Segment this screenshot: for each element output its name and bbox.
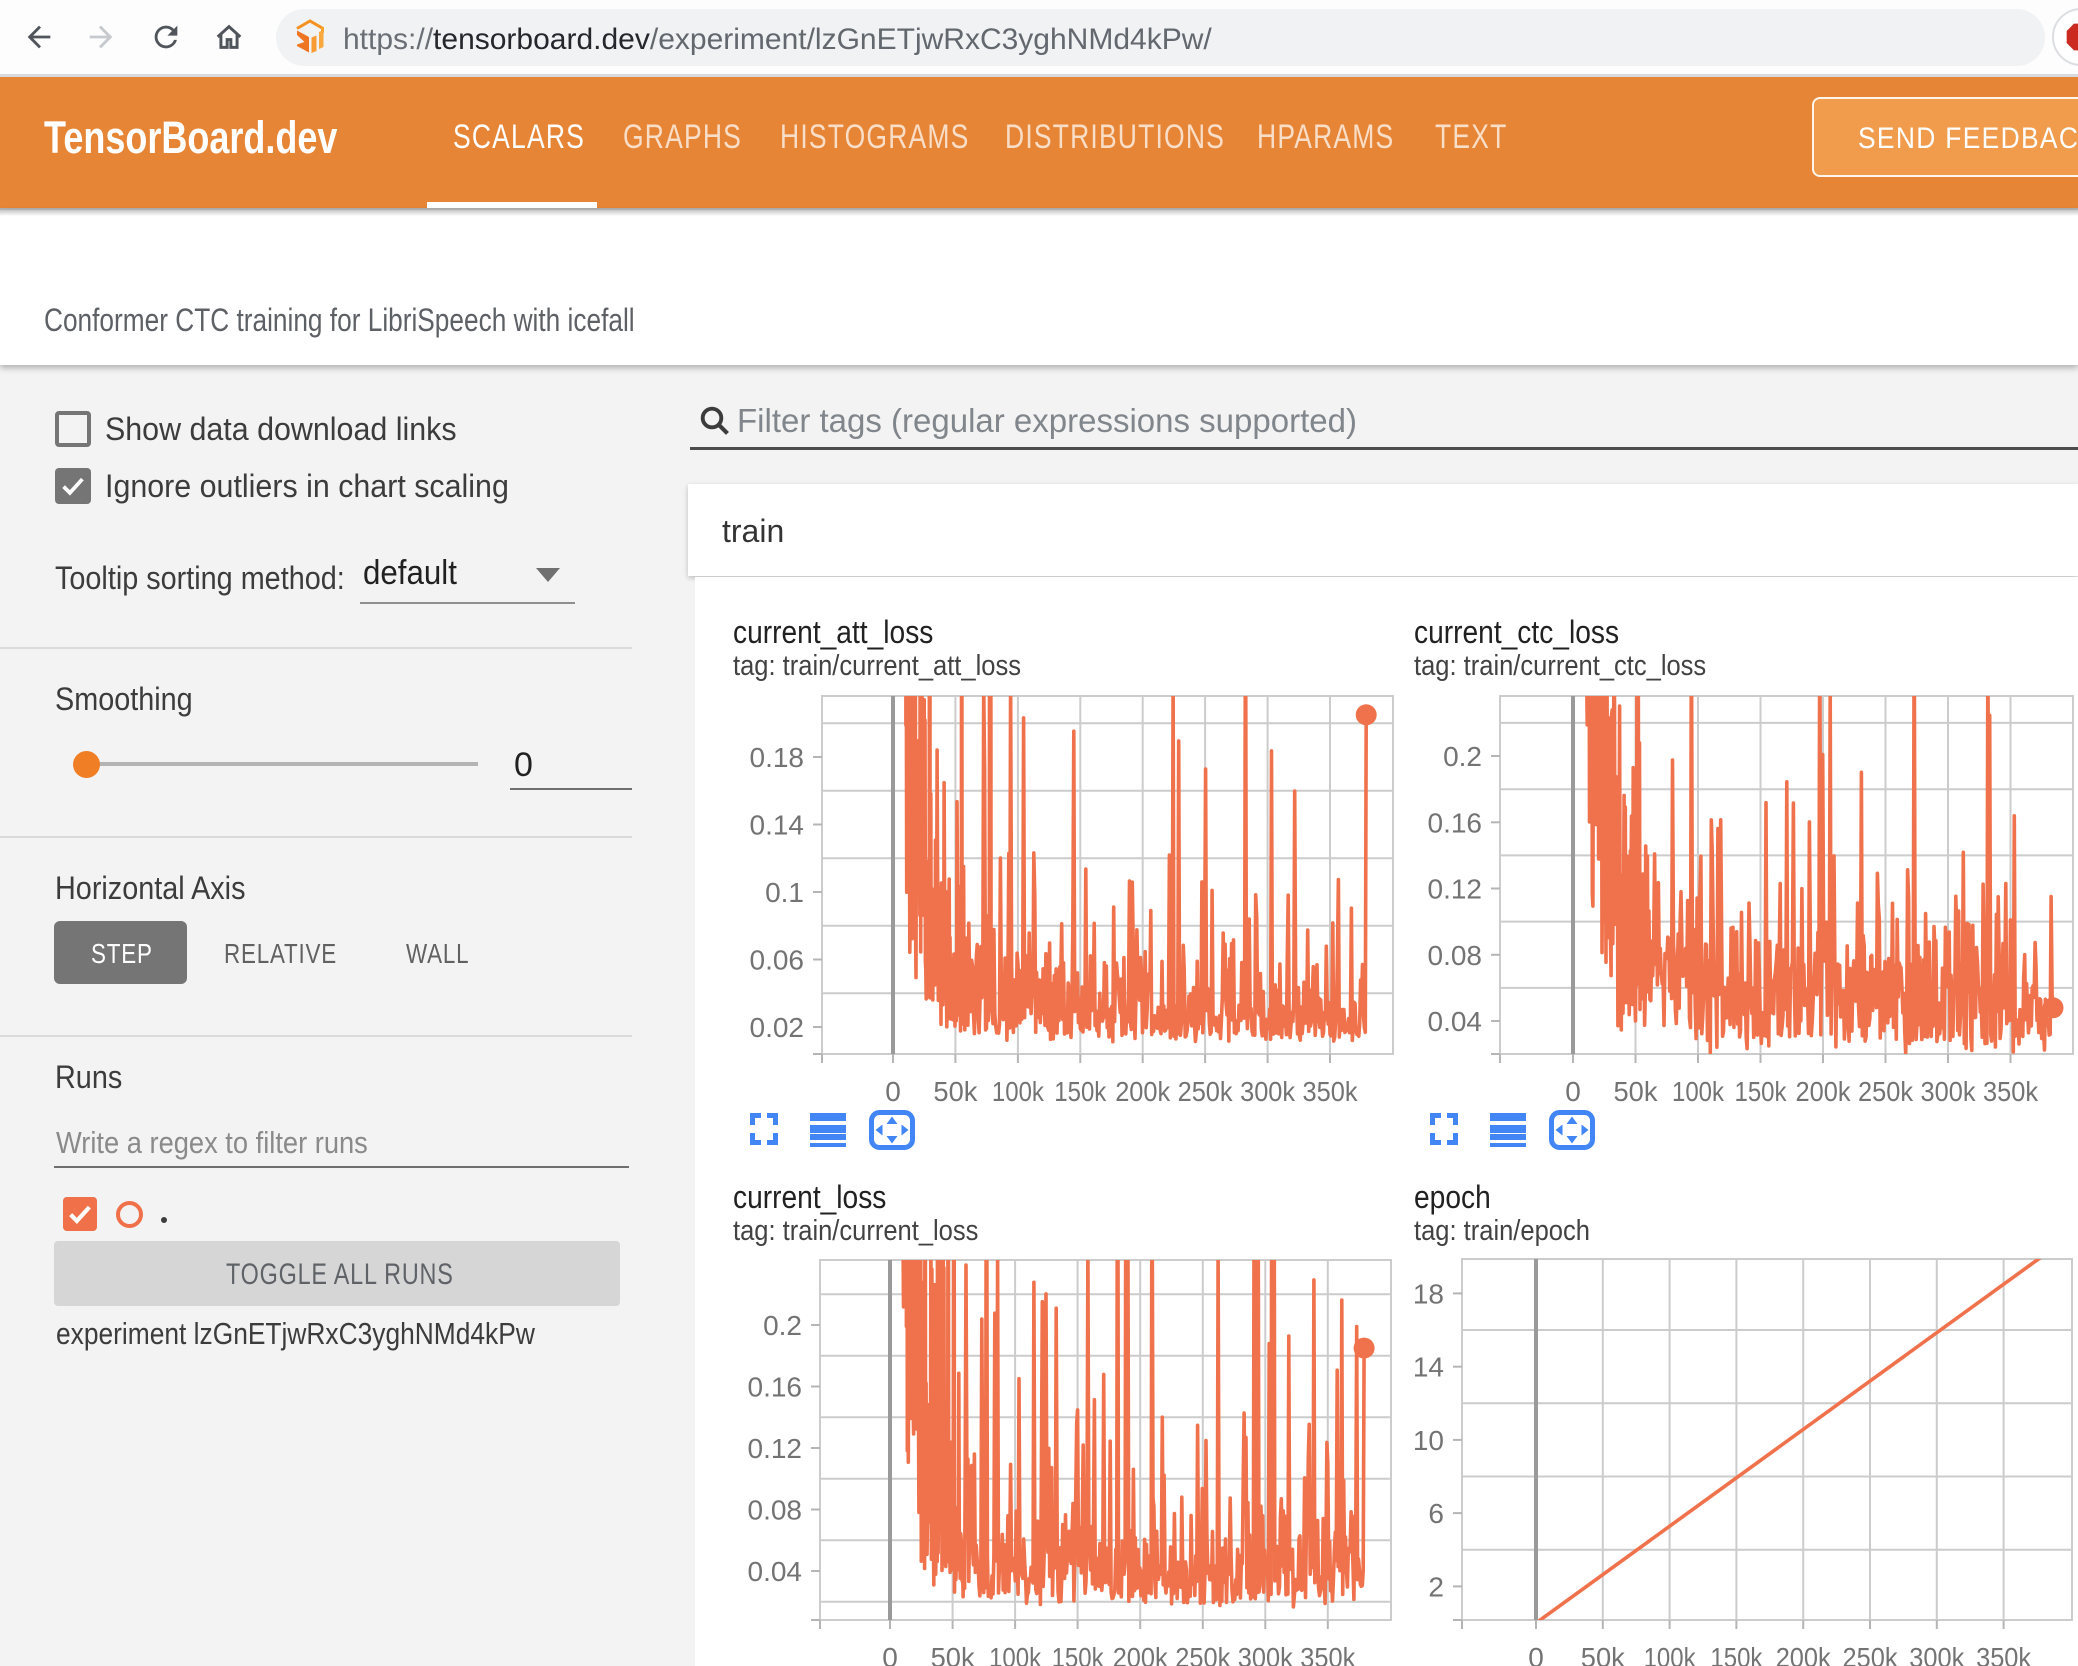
svg-text:150k: 150k [1735, 1076, 1788, 1107]
svg-text:200k: 200k [1776, 1642, 1832, 1666]
svg-text:250k: 250k [1175, 1642, 1231, 1666]
svg-text:18: 18 [1413, 1278, 1444, 1309]
svg-text:50k: 50k [931, 1642, 976, 1666]
svg-text:50k: 50k [933, 1076, 978, 1107]
svg-text:0: 0 [882, 1642, 898, 1666]
svg-text:0.04: 0.04 [748, 1556, 803, 1587]
svg-text:0.02: 0.02 [750, 1012, 805, 1043]
svg-text:2: 2 [1428, 1571, 1444, 1602]
svg-text:0.16: 0.16 [1428, 807, 1483, 838]
svg-text:100k: 100k [989, 1642, 1042, 1666]
svg-text:0.2: 0.2 [763, 1310, 802, 1341]
svg-text:0.16: 0.16 [748, 1372, 803, 1403]
svg-text:0.18: 0.18 [750, 742, 805, 773]
svg-text:50k: 50k [1581, 1642, 1626, 1666]
svg-text:0.2: 0.2 [1443, 741, 1482, 772]
svg-text:10: 10 [1413, 1425, 1444, 1456]
svg-text:200k: 200k [1115, 1076, 1171, 1107]
svg-text:300k: 300k [1921, 1076, 1977, 1107]
svg-text:0.04: 0.04 [1428, 1006, 1483, 1037]
svg-text:100k: 100k [992, 1076, 1045, 1107]
svg-text:200k: 200k [1796, 1076, 1852, 1107]
svg-text:250k: 250k [1858, 1076, 1914, 1107]
svg-text:14: 14 [1413, 1352, 1444, 1383]
svg-text:0.06: 0.06 [750, 945, 805, 976]
svg-text:150k: 150k [1710, 1642, 1763, 1666]
svg-text:350k: 350k [1300, 1642, 1356, 1666]
svg-text:0.12: 0.12 [748, 1433, 803, 1464]
svg-text:200k: 200k [1113, 1642, 1169, 1666]
svg-text:0.1: 0.1 [765, 877, 804, 908]
svg-text:100k: 100k [1644, 1642, 1697, 1666]
svg-text:350k: 350k [1976, 1642, 2032, 1666]
svg-text:300k: 300k [1240, 1076, 1296, 1107]
svg-text:50k: 50k [1614, 1076, 1659, 1107]
svg-text:350k: 350k [1303, 1076, 1359, 1107]
svg-text:6: 6 [1428, 1498, 1444, 1529]
svg-text:0: 0 [1565, 1076, 1581, 1107]
svg-text:300k: 300k [1909, 1642, 1965, 1666]
svg-text:150k: 150k [1052, 1642, 1105, 1666]
svg-text:100k: 100k [1672, 1076, 1725, 1107]
svg-text:0: 0 [1528, 1642, 1544, 1666]
svg-text:0: 0 [885, 1076, 901, 1107]
svg-text:300k: 300k [1238, 1642, 1294, 1666]
svg-text:350k: 350k [1983, 1076, 2039, 1107]
svg-text:250k: 250k [1843, 1642, 1899, 1666]
svg-text:0.08: 0.08 [748, 1495, 803, 1526]
svg-text:150k: 150k [1054, 1076, 1107, 1107]
svg-text:0.08: 0.08 [1428, 940, 1483, 971]
svg-text:0.14: 0.14 [750, 810, 805, 841]
svg-text:0.12: 0.12 [1428, 874, 1483, 905]
svg-text:250k: 250k [1178, 1076, 1234, 1107]
